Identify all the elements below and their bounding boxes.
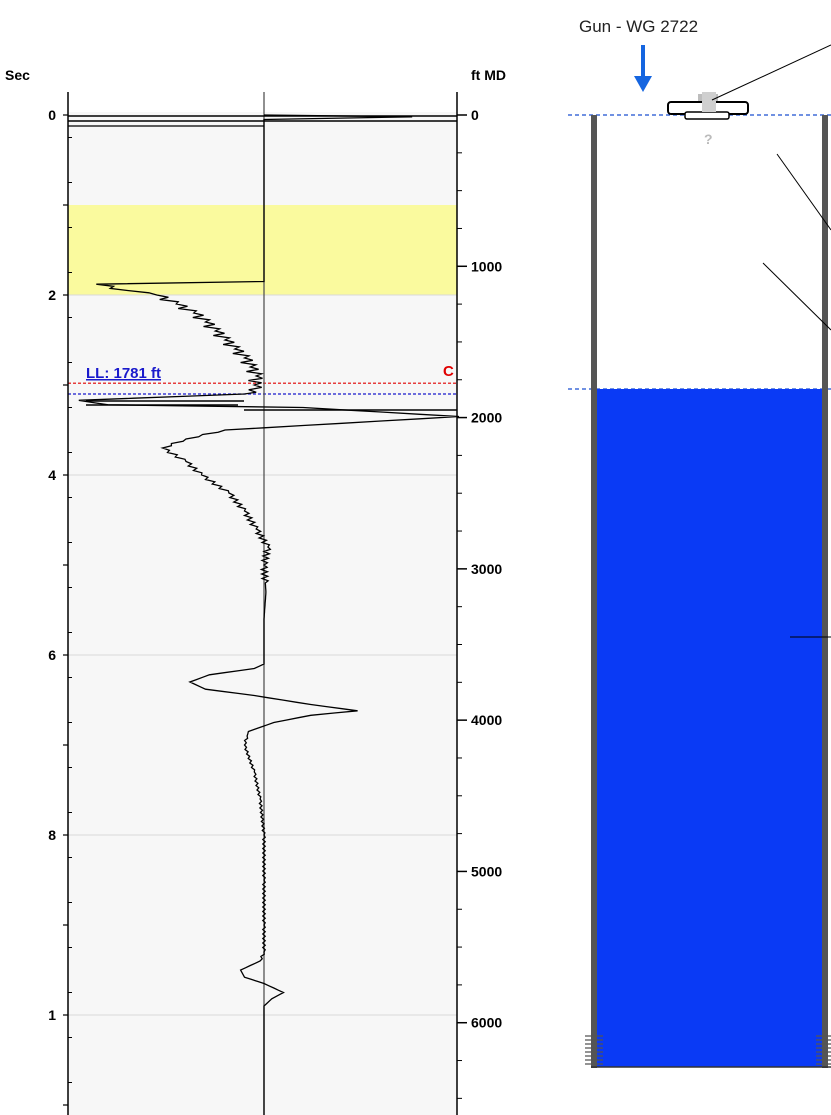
casing-right-wall [822, 115, 828, 1068]
left-tick-label: 4 [48, 467, 56, 483]
right-tick-label: 0 [471, 107, 479, 123]
left-tick-label: 2 [48, 287, 56, 303]
left-tick-label: 8 [48, 827, 56, 843]
wellbore-schematic: Gun - WG 2722 ? [568, 17, 831, 1068]
right-tick-label: 4000 [471, 712, 502, 728]
left-tick-label: 0 [48, 107, 56, 123]
perforations-marks [585, 1035, 831, 1065]
gun-arrow-icon [634, 45, 652, 92]
right-tick-label: 1000 [471, 258, 502, 274]
left-axis-ticks: 0 2 4 6 8 1 [48, 107, 72, 1106]
highlight-band [68, 205, 457, 295]
left-tick-label: 6 [48, 647, 56, 663]
leader-line-gun [711, 44, 831, 101]
collar-marker-label: C [443, 363, 454, 380]
right-tick-label: 6000 [471, 1015, 502, 1031]
liquid-level-label[interactable]: LL: 1781 ft [86, 365, 161, 382]
casing-left-wall [591, 115, 597, 1068]
acoustic-trace-line [78, 114, 460, 1115]
gun-label: Gun - WG 2722 [579, 17, 698, 36]
leader-line-casing [776, 153, 831, 231]
right-axis-ticks: 0 1000 2000 3000 4000 5000 6000 [457, 107, 502, 1099]
left-tick-label: 1 [48, 1007, 56, 1023]
right-tick-label: 3000 [471, 561, 502, 577]
wellhead-icon [667, 92, 749, 120]
right-tick-label: 5000 [471, 863, 502, 879]
right-axis-title: ft MD [471, 67, 506, 83]
grid-lines [68, 294, 457, 1016]
fluid-column [597, 389, 822, 1067]
right-tick-label: 2000 [471, 410, 502, 426]
leader-line-tubing [762, 262, 831, 331]
unknown-marker: ? [704, 131, 713, 147]
left-axis-title: Sec [5, 67, 30, 83]
